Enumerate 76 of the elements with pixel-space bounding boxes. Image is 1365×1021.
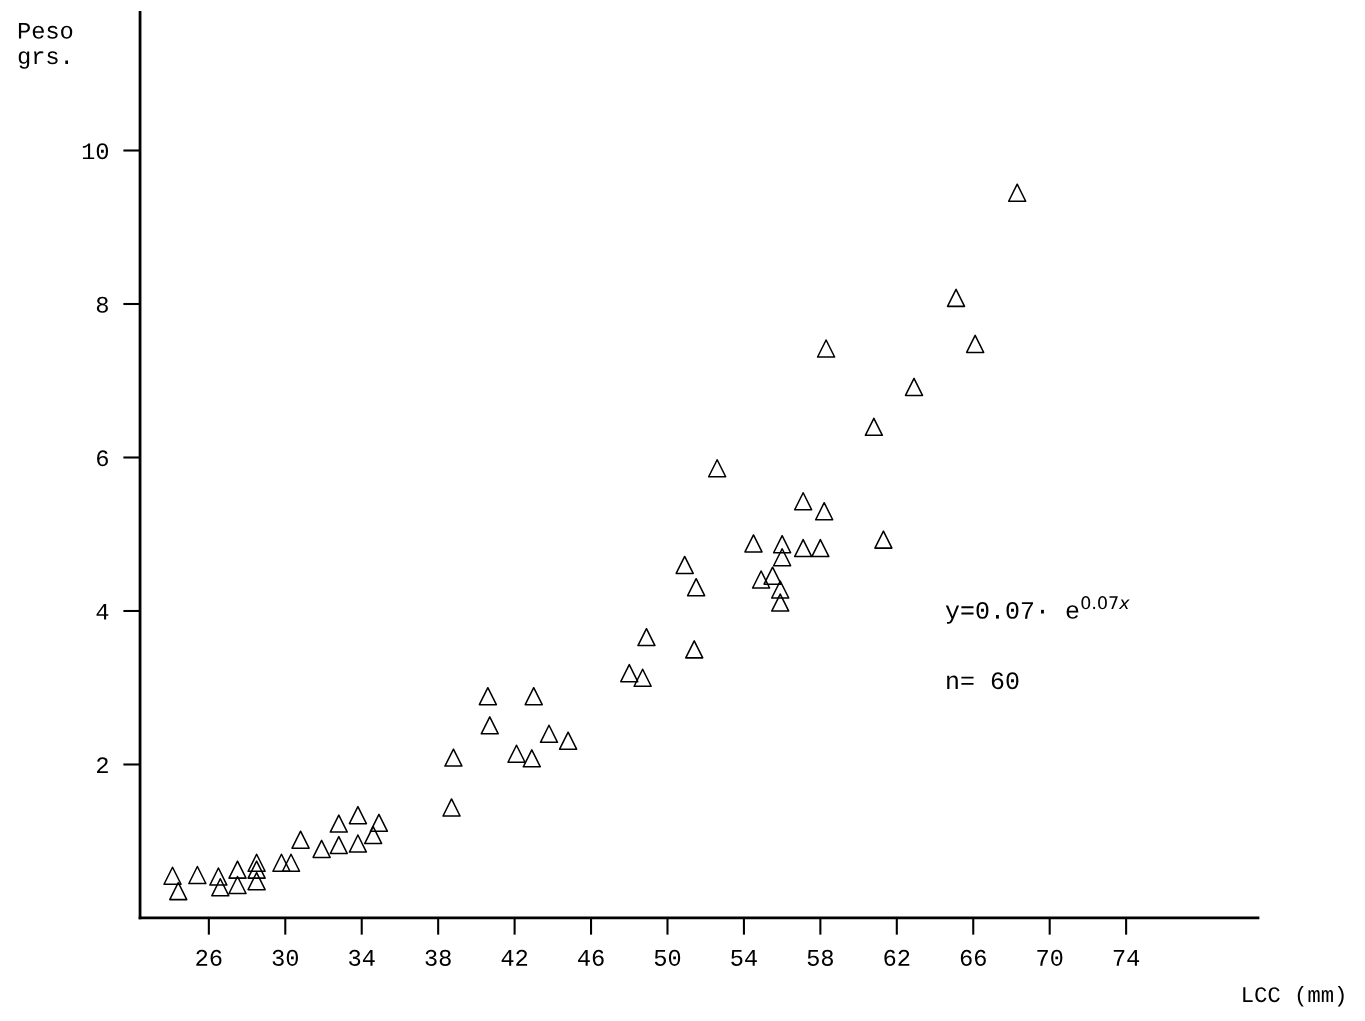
point	[163, 866, 182, 886]
point	[816, 339, 836, 358]
x-tick-label: 74	[1113, 950, 1140, 966]
x-tick-label: 70	[1037, 949, 1063, 966]
point	[770, 580, 790, 599]
point	[522, 749, 542, 768]
point	[793, 491, 813, 511]
point	[507, 744, 526, 764]
point	[1007, 183, 1027, 202]
point	[442, 798, 461, 817]
x-tick-label: 58	[807, 949, 833, 966]
point	[675, 555, 694, 575]
point	[539, 724, 559, 744]
point	[272, 853, 291, 872]
x-tick-label: 54	[731, 950, 757, 966]
point	[444, 748, 463, 767]
point	[281, 853, 301, 872]
point	[524, 686, 543, 706]
point	[369, 813, 389, 833]
point	[188, 865, 207, 885]
point	[763, 566, 782, 585]
point	[633, 668, 652, 688]
point	[811, 538, 830, 558]
point	[228, 875, 247, 895]
point	[619, 663, 639, 683]
point	[965, 334, 985, 354]
x-tick-label: 26	[196, 949, 222, 966]
point	[329, 814, 349, 833]
point	[363, 825, 383, 845]
point	[770, 593, 790, 612]
annotation: n= 60	[947, 672, 1019, 690]
point	[168, 881, 188, 901]
point	[946, 288, 966, 308]
x-tick-label: 34	[349, 949, 375, 966]
point	[864, 417, 884, 437]
point	[348, 805, 368, 825]
point	[312, 839, 331, 859]
point	[209, 867, 228, 886]
point	[211, 878, 230, 897]
y-tick-label: 2	[96, 757, 108, 774]
point	[793, 538, 813, 558]
x-tick-label: 42	[501, 949, 528, 966]
point	[329, 835, 349, 855]
point	[874, 530, 893, 549]
x-tick-label: 66	[960, 949, 986, 966]
y-tick-label: 8	[96, 296, 108, 313]
y-axis-title: Peso grs.	[18, 22, 73, 69]
point	[637, 627, 656, 647]
point	[478, 686, 498, 706]
y-tick-label: 6	[97, 450, 108, 467]
point	[772, 534, 792, 554]
point	[707, 458, 727, 478]
point	[744, 534, 763, 553]
point	[247, 871, 266, 891]
point	[291, 830, 310, 849]
point	[686, 577, 706, 597]
x-tick-label: 50	[654, 949, 681, 966]
point	[814, 501, 834, 521]
point	[904, 377, 924, 397]
x-axis-title: LCC (mm)	[1243, 985, 1344, 1007]
point	[247, 853, 266, 872]
y-tick-label: 4	[96, 603, 109, 620]
point	[772, 547, 792, 567]
x-tick-label: 62	[884, 949, 910, 966]
point	[751, 570, 771, 589]
y-tick-label: 10	[82, 143, 109, 160]
point	[348, 834, 368, 853]
x-tick-label: 46	[578, 949, 604, 966]
point	[480, 716, 500, 735]
point	[684, 640, 704, 659]
point	[247, 860, 266, 879]
point	[228, 860, 247, 879]
annotation: y=0.07· e$^{0.07x}$	[945, 596, 1130, 624]
x-tick-label: 30	[272, 949, 298, 966]
x-tick-label: 38	[425, 949, 451, 966]
point	[558, 731, 578, 750]
